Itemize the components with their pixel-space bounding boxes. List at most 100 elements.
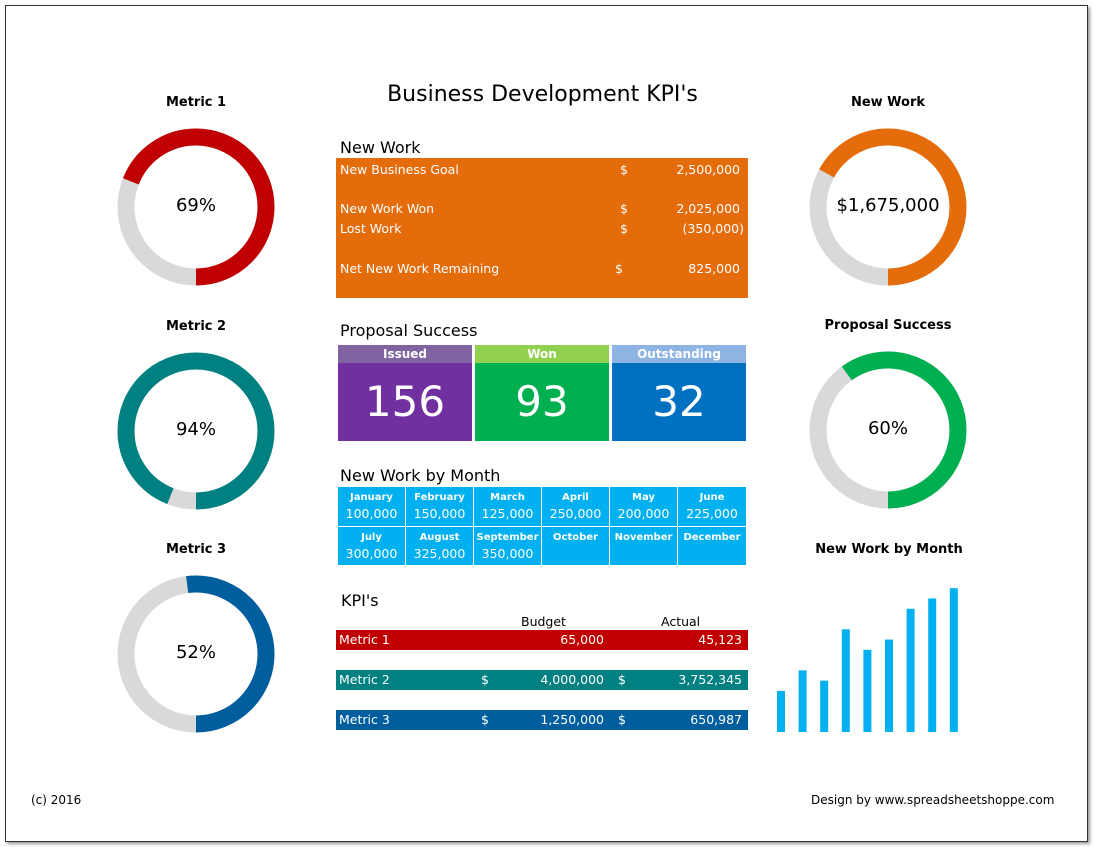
new-work-row: New Work Won $ 2,025,000 <box>340 201 744 217</box>
outstanding-value: 32 <box>612 363 746 441</box>
proposal-donut-arc <box>809 351 967 509</box>
copyright: (c) 2016 <box>31 793 82 807</box>
newwork-donut: $1,675,000 <box>808 127 968 287</box>
month-grid-heading: New Work by Month <box>340 466 501 485</box>
new-work-row-label: New Business Goal <box>340 162 459 177</box>
month-name: March <box>490 492 525 503</box>
issued-tile: Issued 156 <box>338 345 472 441</box>
metric3-donut-title: Metric 3 <box>165 542 227 557</box>
new-work-row-currency: $ <box>620 201 628 216</box>
bar-may <box>863 649 872 732</box>
month-name: August <box>419 531 460 543</box>
month-name: July <box>361 531 382 543</box>
new-work-row: New Business Goal $ 2,500,000 <box>340 162 744 178</box>
bar-july <box>906 608 915 732</box>
new-work-row-currency: $ <box>620 162 628 177</box>
kpi-budget-value: 65,000 <box>560 632 604 647</box>
month-name: February <box>414 492 465 503</box>
month-value: 350,000 <box>481 545 534 561</box>
month-value <box>610 545 677 563</box>
month-name: January <box>350 492 393 503</box>
proposal-donut-title: Proposal Success <box>824 318 952 333</box>
proposal-donut-value: 60% <box>867 418 908 439</box>
won-value: 93 <box>475 363 609 441</box>
bar-march <box>820 680 829 732</box>
bar-february <box>798 670 807 732</box>
month-bar-chart-svg <box>777 588 958 732</box>
kpi-row-metric2: Metric 2 $ 4,000,000 $ 3,752,345 <box>336 670 748 690</box>
month-cell: April 250,000 <box>542 487 610 527</box>
month-name: November <box>614 531 673 543</box>
page-title: Business Development KPI's <box>387 82 698 107</box>
designer-credit: Design by www.spreadsheetshoppe.com <box>811 793 1055 807</box>
new-work-row-currency: $ <box>615 261 623 276</box>
metric2-donut-title: Metric 2 <box>165 319 227 334</box>
kpi-row-label: Metric 2 <box>339 672 390 687</box>
bar-august <box>928 598 937 732</box>
metric1-donut-value: 69% <box>175 195 216 216</box>
month-cell: November <box>610 526 678 566</box>
new-work-panel: New Business Goal $ 2,500,000 New Work W… <box>336 158 748 298</box>
bar-january <box>777 690 785 732</box>
metric3-donut: 52% <box>116 574 276 734</box>
month-value: 300,000 <box>345 545 398 561</box>
month-bar-chart <box>770 580 970 732</box>
new-work-row-value: 2,500,000 <box>676 162 740 177</box>
month-value: 325,000 <box>413 545 466 561</box>
bar-june <box>885 639 893 732</box>
month-cell: March 125,000 <box>474 487 542 527</box>
month-value: 250,000 <box>549 506 602 521</box>
month-chart-title: New Work by Month <box>815 542 963 557</box>
bar-april <box>841 629 850 732</box>
month-value <box>678 545 746 563</box>
new-work-row-label: Net New Work Remaining <box>340 261 500 276</box>
month-name: December <box>683 531 741 543</box>
metric1-donut-arc <box>117 128 275 286</box>
month-name: April <box>562 492 589 503</box>
month-value: 100,000 <box>345 506 398 521</box>
month-name: October <box>553 531 598 543</box>
month-value: 125,000 <box>481 506 534 521</box>
kpi-actual-value: 650,987 <box>690 712 742 727</box>
metric1-donut-title: Metric 1 <box>165 95 227 110</box>
bar-september <box>949 588 958 732</box>
month-value <box>542 545 609 563</box>
new-work-row-currency: $ <box>620 221 628 236</box>
month-name: May <box>632 492 655 503</box>
metric3-donut-value: 52% <box>175 642 216 663</box>
proposal-donut: 60% <box>808 350 968 510</box>
month-cell: December <box>678 526 747 566</box>
proposal-success-heading: Proposal Success <box>340 321 478 340</box>
kpi-actual-value: 45,123 <box>698 632 742 647</box>
month-cell: May 200,000 <box>610 487 678 527</box>
new-work-row-value: (350,000) <box>682 221 744 236</box>
kpi-row-label: Metric 1 <box>339 632 390 647</box>
kpi-budget-currency: $ <box>481 712 489 727</box>
month-value: 150,000 <box>413 506 466 521</box>
month-cell: August 325,000 <box>406 526 474 566</box>
kpi-budget-currency: $ <box>481 672 489 687</box>
kpi-actual-currency: $ <box>618 672 626 687</box>
month-cell: January 100,000 <box>338 487 406 527</box>
won-tile: Won 93 <box>475 345 609 441</box>
kpi-actual-value: 3,752,345 <box>678 672 742 687</box>
month-name: June <box>699 492 725 503</box>
month-cell: October <box>542 526 610 566</box>
metric3-donut-arc <box>117 575 275 733</box>
month-cell: September 350,000 <box>474 526 542 566</box>
newwork-donut-value: $1,675,000 <box>836 195 940 216</box>
kpi-row-metric1: Metric 1 65,000 45,123 <box>336 630 748 650</box>
outstanding-tile: Outstanding 32 <box>612 345 746 441</box>
newwork-donut-arc <box>809 128 967 286</box>
metric2-donut: 94% <box>116 351 276 511</box>
new-work-heading: New Work <box>340 138 421 157</box>
kpi-row-metric3: Metric 3 $ 1,250,000 $ 650,987 <box>336 710 748 730</box>
issued-label: Issued <box>338 345 472 363</box>
metric2-donut-value: 94% <box>175 419 216 440</box>
kpi-budget-value: 4,000,000 <box>540 672 604 687</box>
kpi-row-label: Metric 3 <box>339 712 390 727</box>
kpi-actual-header: Actual <box>661 614 701 629</box>
new-work-row-value: 2,025,000 <box>676 201 740 216</box>
month-cell: June 225,000 <box>678 487 747 527</box>
month-cell: July 300,000 <box>338 526 406 566</box>
